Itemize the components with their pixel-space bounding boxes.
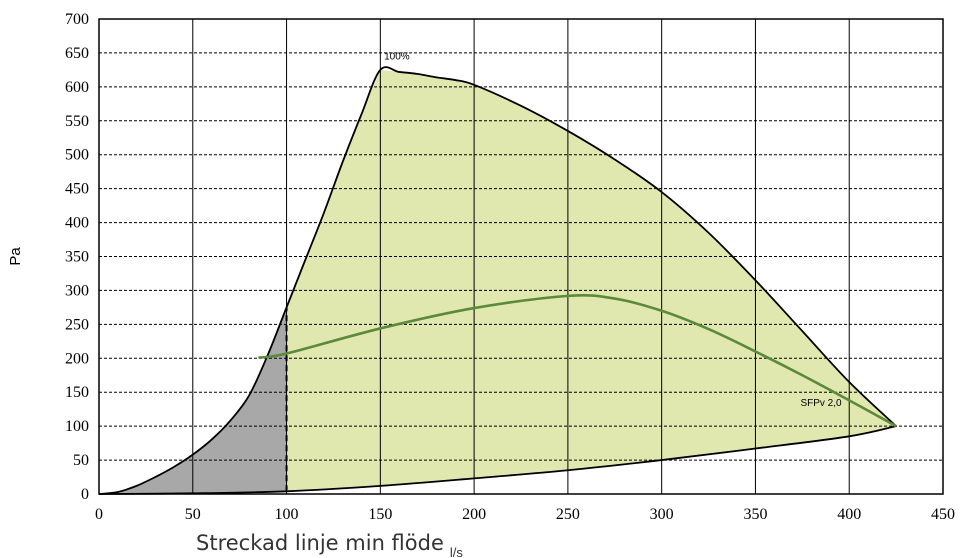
x-tick-label: 300 xyxy=(650,506,674,523)
below-min-flow-area xyxy=(99,307,287,494)
x-axis-label-text: Streckad linje min flöde xyxy=(196,531,444,555)
y-tick-label: 150 xyxy=(65,384,89,401)
y-axis-label: Pa xyxy=(7,247,24,266)
operating-area xyxy=(286,69,897,492)
y-tick-label: 650 xyxy=(65,45,89,62)
x-tick-label: 150 xyxy=(368,506,392,523)
plot-frame xyxy=(98,18,944,495)
upper-boundary-line xyxy=(98,66,897,495)
x-tick-label: 250 xyxy=(556,506,580,523)
y-tick-label: 100 xyxy=(65,418,89,435)
y-tick-label: 0 xyxy=(81,486,89,503)
y-tick-label: 250 xyxy=(65,316,89,333)
sfp-line xyxy=(258,293,897,428)
y-tick-label: 400 xyxy=(65,215,89,232)
y-tick-label: 500 xyxy=(65,147,89,164)
x-tick-label: 100 xyxy=(275,506,299,523)
y-tick-label: 350 xyxy=(65,249,89,266)
x-tick-label: 50 xyxy=(185,506,201,523)
x-axis-unit: l/s xyxy=(450,545,464,558)
x-tick-label: 350 xyxy=(743,506,767,523)
x-tick-label: 450 xyxy=(931,506,955,523)
x-tick-label: 200 xyxy=(462,506,486,523)
x-tick-label: 400 xyxy=(837,506,861,523)
y-tick-label: 450 xyxy=(65,181,89,198)
annotation-label: 100% xyxy=(384,52,410,63)
y-tick-label: 600 xyxy=(65,79,89,96)
annotation-label: SFPv 2,0 xyxy=(800,398,842,409)
y-tick-label: 200 xyxy=(65,350,89,367)
y-tick-label: 50 xyxy=(73,452,89,469)
x-tick-label: 0 xyxy=(95,506,103,523)
y-tick-label: 700 xyxy=(65,11,89,28)
x-axis-label: Streckad linje min flöde l/s xyxy=(196,531,463,558)
lower-boundary-line xyxy=(98,425,897,495)
y-tick-label: 300 xyxy=(65,282,89,299)
y-tick-label: 550 xyxy=(65,113,89,130)
